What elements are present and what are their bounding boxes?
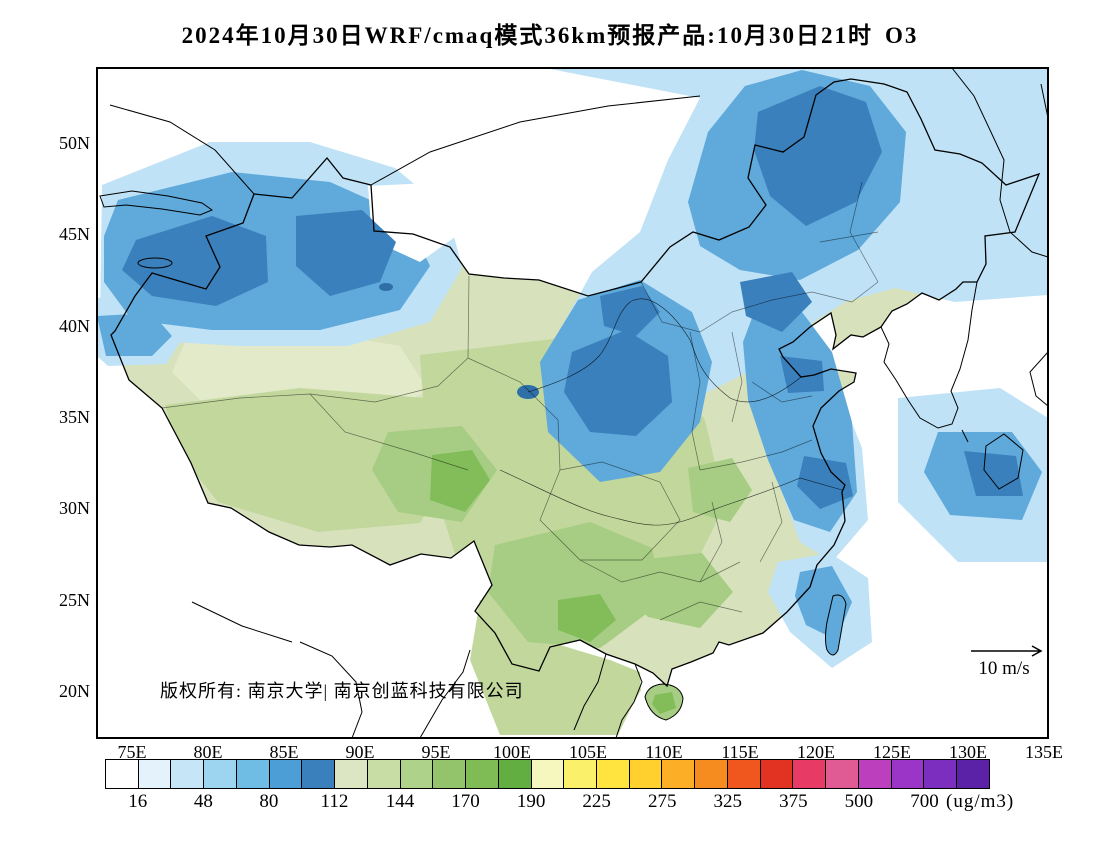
colorbar-cell [269,760,303,788]
colorbar-cell [138,760,172,788]
colorbar-tick-label: 375 [779,791,808,812]
lon-axis-label: 95E [421,742,451,762]
colorbar-cell [171,760,205,788]
lon-axis-label: 80E [193,742,223,762]
india-lines [191,601,293,643]
colorbar-cell [597,760,630,788]
indochina-border [573,653,607,731]
lon-axis-label: 75E [117,742,147,762]
tsushima [961,429,969,443]
blue-contours [97,68,1048,668]
lat-axis-label: 25N [59,590,90,610]
colorbar-cell [826,760,859,788]
lon-axis-label: 100E [493,742,531,762]
lat-axis-label: 30N [59,498,90,518]
colorbar-cell [531,760,565,788]
lon-axis-label: 85E [269,742,299,762]
korea-coast [880,281,978,429]
issyk-kul [137,257,173,269]
colorbar [105,759,990,789]
colorbar-cell [466,760,499,788]
colorbar-cell [957,760,989,788]
colorbar-cell [727,760,761,788]
colorbar-tick-label: 170 [451,791,480,812]
colorbar-cell [564,760,598,788]
colorbar-cell [367,760,401,788]
myanmar-coast [299,641,363,738]
bosten-lake [379,283,393,291]
colorbar-cell [924,760,958,788]
colorbar-cell [106,760,139,788]
wind-reference-arrow [971,645,1043,657]
colorbar-cell [760,760,794,788]
colorbar-tick-label: 48 [193,791,213,812]
colorbar-tick-label: 325 [713,791,743,812]
colorbar-tick-label: 80 [259,791,279,812]
lon-axis-label: 115E [721,742,759,762]
myanmar-coast-2 [419,649,471,738]
taiwan-island [825,594,847,656]
wind-reference-backing [950,634,1046,686]
honshu-coast [1029,351,1048,407]
lon-axis-label: 110E [645,742,683,762]
colorbar-cell [236,760,270,788]
colorbar-cell [433,760,467,788]
colorbar-cell [858,760,892,788]
lat-axis-label: 35N [59,407,90,427]
copyright-text: 版权所有: 南京大学| 南京创蓝科技有限公司 [160,681,524,701]
colorbar-cell [891,760,925,788]
mongolia-russia-border [370,95,701,186]
lat-axis-label: 20N [59,681,90,701]
map-frame [96,67,1049,739]
colorbar-cell [695,760,728,788]
colorbar-tick-label: 190 [516,791,546,812]
lon-axis-label: 130E [949,742,987,762]
lat-axis-label: 45N [59,224,90,244]
lake-balkhash [99,190,214,216]
colorbar-unit: (ug/m3) [946,791,1015,812]
kyushu-coast [983,433,1024,490]
colorbar-tick-label: 700 [910,791,939,812]
colorbar-cell [204,760,237,788]
colorbar-tick-label: 112 [320,791,349,812]
colorbar-tick-label: 500 [844,791,874,812]
lon-axis-label: 125E [873,742,911,762]
wind-reference-label: 10 m/s [978,658,1030,679]
colorbar-cell [793,760,827,788]
colorbar-cell [662,760,696,788]
vietnam-coast [615,663,643,738]
colorbar-cell [629,760,663,788]
colorbar-cell [498,760,532,788]
china-outline [110,78,1041,688]
lon-axis-label: 120E [797,742,835,762]
sakhalin [1040,83,1048,119]
lat-axis-label: 40N [59,316,90,336]
tatar-coast [951,68,1048,258]
lat-axis-label: 50N [59,133,90,153]
colorbar-tick-label: 144 [385,791,415,812]
page-title: 2024年10月30日WRF/cmaq模式36km预报产品:10月30日21时 O… [0,16,1100,50]
colorbar-cell [400,760,434,788]
hainan-outline [644,683,684,721]
neighbor-coastlines [99,68,1048,738]
lon-axis-label: 105E [569,742,607,762]
lon-axis-label: 135E [1025,742,1063,762]
lon-axis-label: 90E [345,742,375,762]
kazakh-border [109,104,255,195]
province-borders [161,181,879,621]
title-text: 2024年10月30日WRF/cmaq模式36km预报产品:10月30日21时 [181,23,873,48]
title-species: O3 [884,23,919,48]
colorbar-tick-label: 16 [128,791,148,812]
colorbar-cell [335,760,368,788]
rivers [499,298,843,526]
colorbar-tick-label: 225 [582,791,611,812]
colorbar-tick-label: 275 [647,791,677,812]
colorbar-cell [302,760,336,788]
